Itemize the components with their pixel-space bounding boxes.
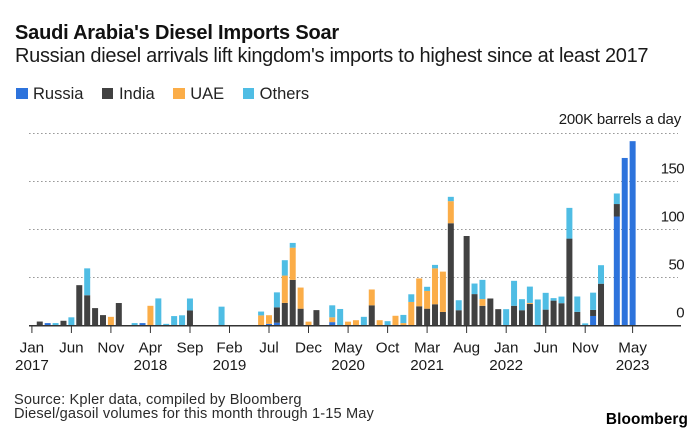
svg-text:2019: 2019 (213, 357, 247, 374)
svg-text:2020: 2020 (331, 357, 365, 374)
svg-text:Apr: Apr (139, 340, 163, 357)
svg-text:0: 0 (676, 305, 684, 322)
svg-text:Dec: Dec (295, 340, 322, 357)
svg-text:Nov: Nov (97, 340, 124, 357)
svg-text:150: 150 (661, 161, 684, 178)
svg-text:50: 50 (669, 257, 685, 274)
svg-text:Nov: Nov (572, 340, 599, 357)
svg-text:2017: 2017 (15, 357, 49, 374)
svg-text:Jan: Jan (494, 340, 519, 357)
svg-text:Jun: Jun (533, 340, 558, 357)
svg-text:100: 100 (661, 209, 684, 226)
svg-text:Oct: Oct (376, 340, 400, 357)
svg-text:2021: 2021 (410, 357, 444, 374)
svg-text:2022: 2022 (489, 357, 523, 374)
svg-text:Aug: Aug (453, 340, 480, 357)
svg-text:Sep: Sep (176, 340, 203, 357)
svg-text:2018: 2018 (134, 357, 168, 374)
svg-text:Mar: Mar (414, 340, 440, 357)
svg-text:200K barrels a day: 200K barrels a day (559, 111, 682, 128)
svg-text:2023: 2023 (616, 357, 650, 374)
svg-text:May: May (618, 340, 647, 357)
svg-text:Feb: Feb (216, 340, 242, 357)
svg-text:Jan: Jan (20, 340, 45, 357)
svg-text:Jun: Jun (59, 340, 84, 357)
svg-text:May: May (334, 340, 363, 357)
svg-text:Jul: Jul (259, 340, 278, 357)
